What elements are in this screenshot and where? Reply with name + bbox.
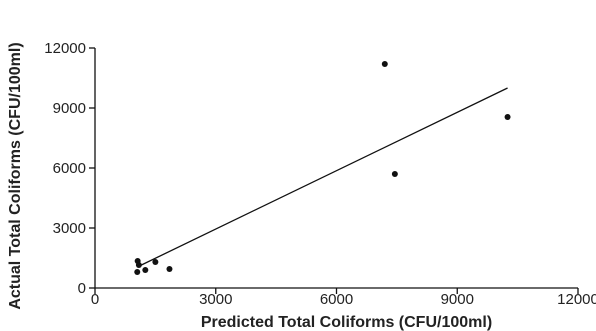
y-axis-title: Actual Total Coliforms (CFU/100ml) — [7, 42, 24, 309]
data-point — [391, 171, 398, 177]
data-point — [135, 262, 142, 268]
trendline — [136, 87, 508, 268]
data-point — [152, 259, 159, 265]
x-axis-ticks: 0 3000 6000 9000 12000 — [91, 288, 596, 308]
x-axis-title: Predicted Total Coliforms (CFU/100ml) — [201, 314, 492, 331]
trendline-group — [136, 87, 508, 268]
x-tick-label: 3000 — [199, 291, 232, 308]
x-tick-label: 9000 — [441, 291, 474, 308]
y-tick-label: 6000 — [53, 160, 86, 177]
data-point — [166, 266, 173, 272]
data-points — [134, 61, 511, 275]
x-tick-label: 12000 — [557, 291, 596, 308]
data-point — [504, 114, 511, 120]
data-point — [142, 267, 149, 273]
y-tick-label: 9000 — [53, 100, 86, 117]
y-tick-label: 0 — [78, 280, 86, 297]
x-tick-label: 0 — [91, 291, 99, 308]
data-point — [134, 269, 141, 275]
data-point — [381, 61, 388, 67]
x-tick-label: 6000 — [320, 291, 353, 308]
y-axis-ticks: 0 3000 6000 9000 12000 — [44, 40, 95, 297]
y-tick-label: 3000 — [53, 220, 86, 237]
y-tick-label: 12000 — [44, 40, 86, 57]
